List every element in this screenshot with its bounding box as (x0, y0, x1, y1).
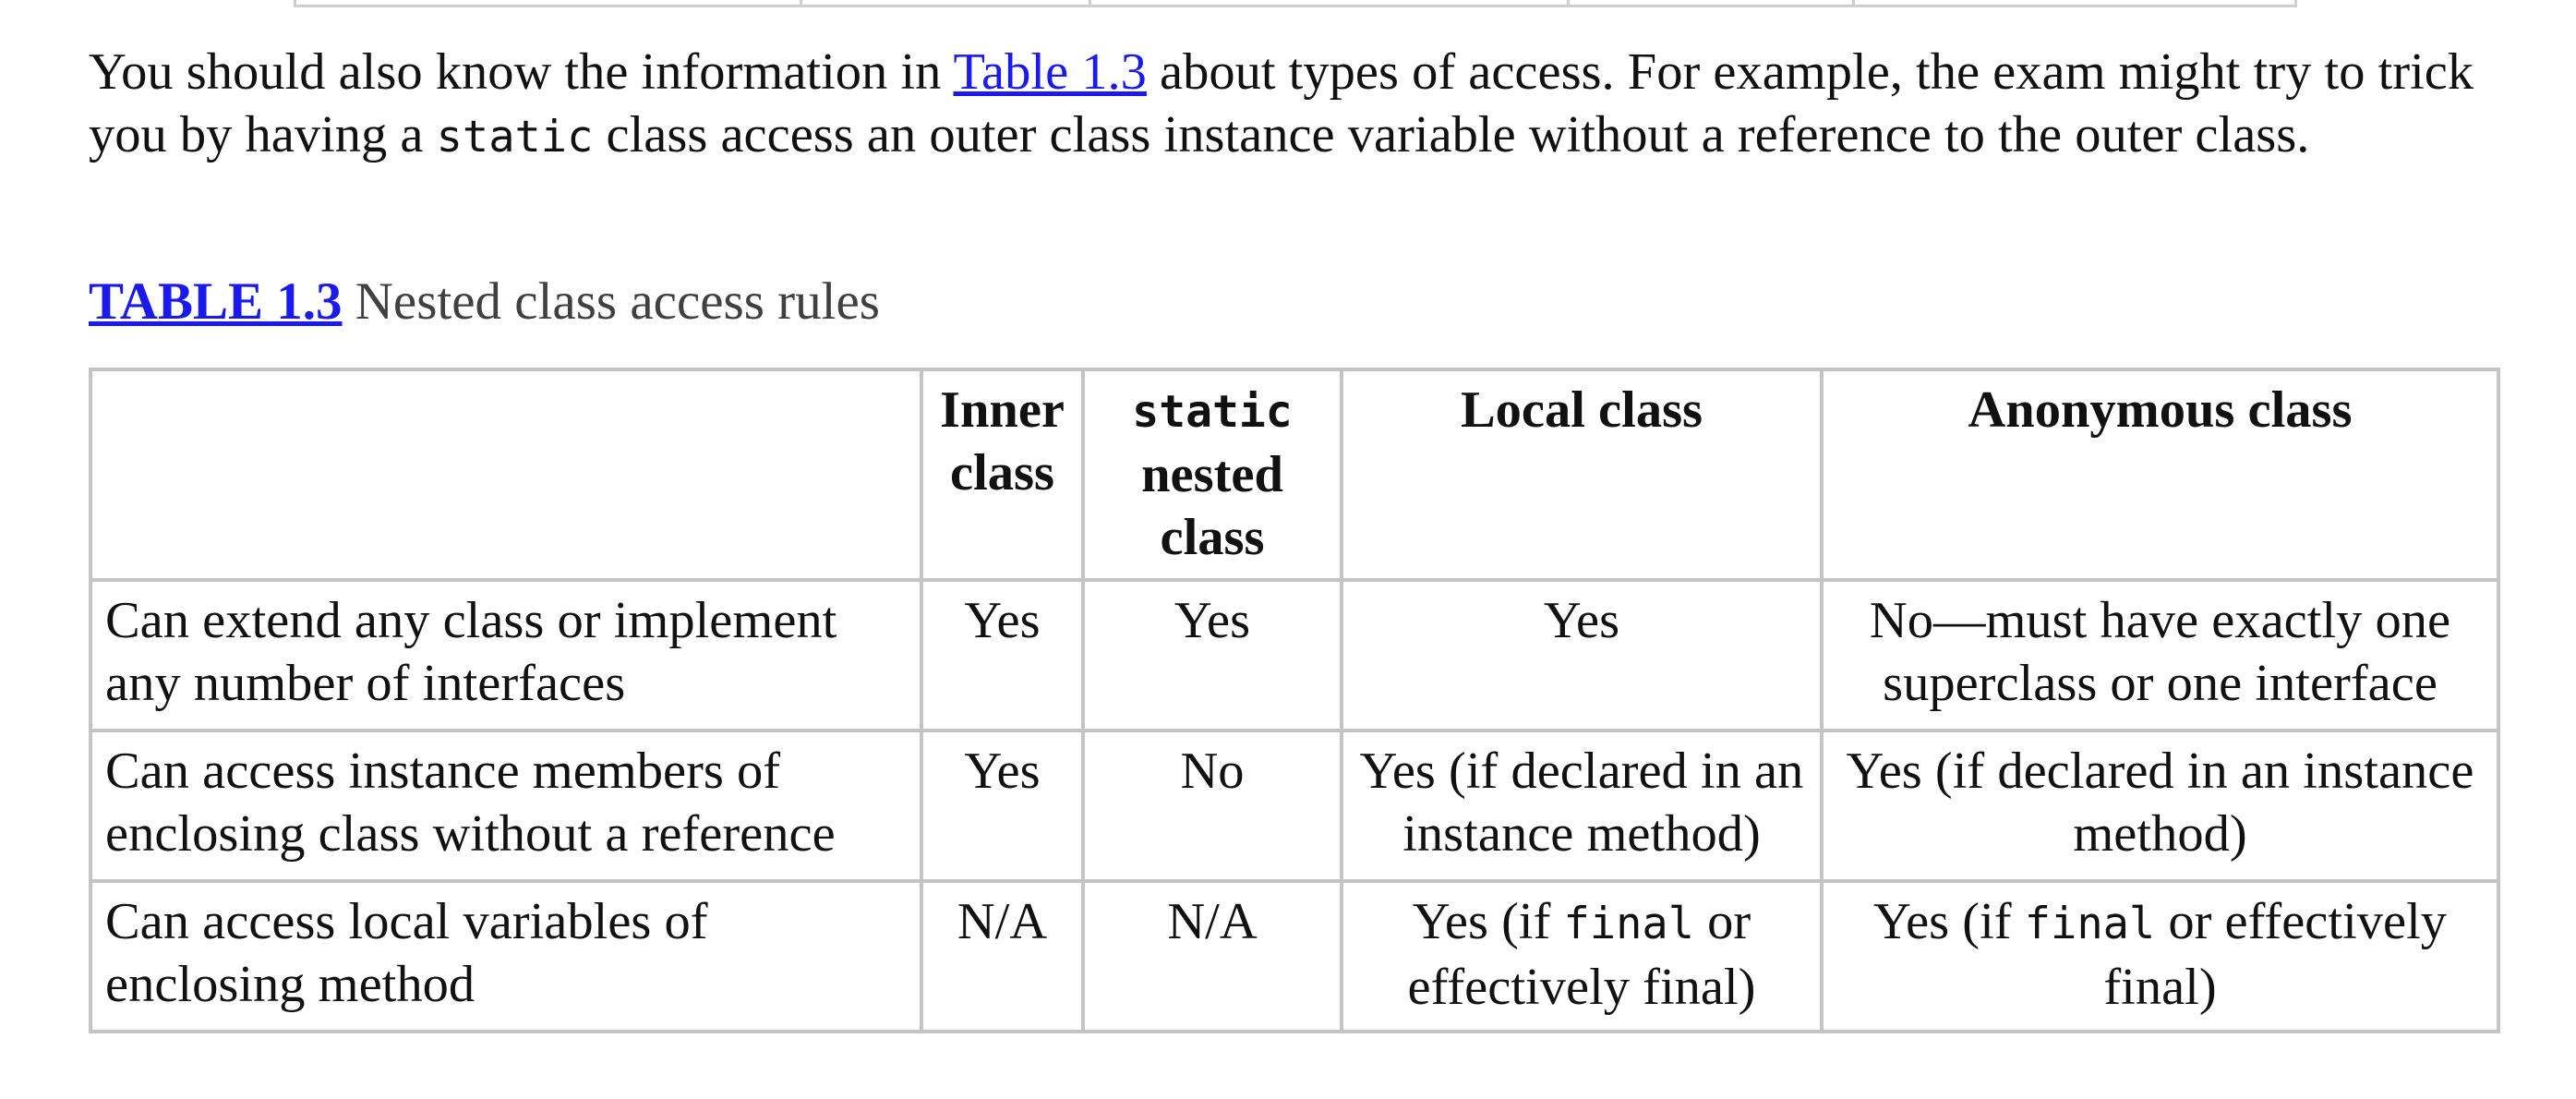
header-inner-class: Inner class (920, 368, 1085, 582)
cell-inner: Yes (920, 578, 1085, 732)
paragraph-code-static: static (436, 112, 594, 163)
header-static-code: static (1132, 386, 1293, 438)
table-row: Can access instance members of enclosing… (89, 729, 2500, 883)
table-header-row: Inner class static nested class Local cla… (89, 368, 2500, 582)
header-static-rest: nested class (1141, 446, 1283, 566)
cell-local-text-2: or effectively final) (1407, 893, 1756, 1016)
cell-local-text-1: Yes (if (1412, 893, 1564, 950)
cell-local: Yes (if final or effectively final) (1340, 879, 1824, 1033)
cell-local-code-final: final (1563, 899, 1695, 949)
cell-anon-text-1: Yes (if (1872, 893, 2025, 950)
header-empty (89, 368, 923, 582)
table-caption-title: Nested class access rules (355, 272, 880, 331)
row-label: Can access instance members of enclosing… (89, 729, 923, 883)
cell-anon-text-2: or effectively final) (2103, 893, 2448, 1016)
cell-inner: N/A (920, 879, 1085, 1033)
nested-class-access-table: Inner class static nested class Local cla… (89, 368, 2500, 1033)
header-local-class: Local class (1340, 368, 1824, 582)
cell-static: Yes (1081, 578, 1343, 732)
table-caption: TABLE 1.3 Nested class access rules (89, 270, 880, 334)
table-row: Can extend any class or implement any nu… (89, 578, 2500, 732)
row-label: Can extend any class or implement any nu… (89, 578, 923, 732)
header-anonymous-class: Anonymous class (1820, 368, 2500, 582)
table-caption-link[interactable]: TABLE 1.3 (89, 272, 343, 331)
intro-paragraph: You should also know the information in … (89, 41, 2508, 169)
table-row: Can access local variables of enclosing … (89, 879, 2500, 1033)
previous-table-fragment (294, 0, 2297, 7)
paragraph-text-1: You should also know the information in (89, 43, 954, 101)
cell-local: Yes (if declared in an instance method) (1340, 729, 1824, 883)
cell-local: Yes (1340, 578, 1824, 732)
row-label: Can access local variables of enclosing … (89, 879, 923, 1033)
cell-static: No (1081, 729, 1343, 883)
cell-anonymous: No—must have exactly one superclass or o… (1820, 578, 2500, 732)
cell-inner: Yes (920, 729, 1085, 883)
paragraph-text-2: about types of access. For example, the … (89, 43, 2474, 163)
paragraph-text-3: class access an outer class instance var… (593, 106, 2310, 163)
cell-anon-code-final: final (2024, 899, 2156, 949)
table-reference-link[interactable]: Table 1.3 (953, 43, 1147, 101)
cell-anonymous: Yes (if final or effectively final) (1820, 879, 2500, 1033)
cell-anonymous: Yes (if declared in an instance method) (1820, 729, 2500, 883)
cell-static: N/A (1081, 879, 1343, 1033)
header-static-nested-class: static nested class (1081, 368, 1343, 582)
